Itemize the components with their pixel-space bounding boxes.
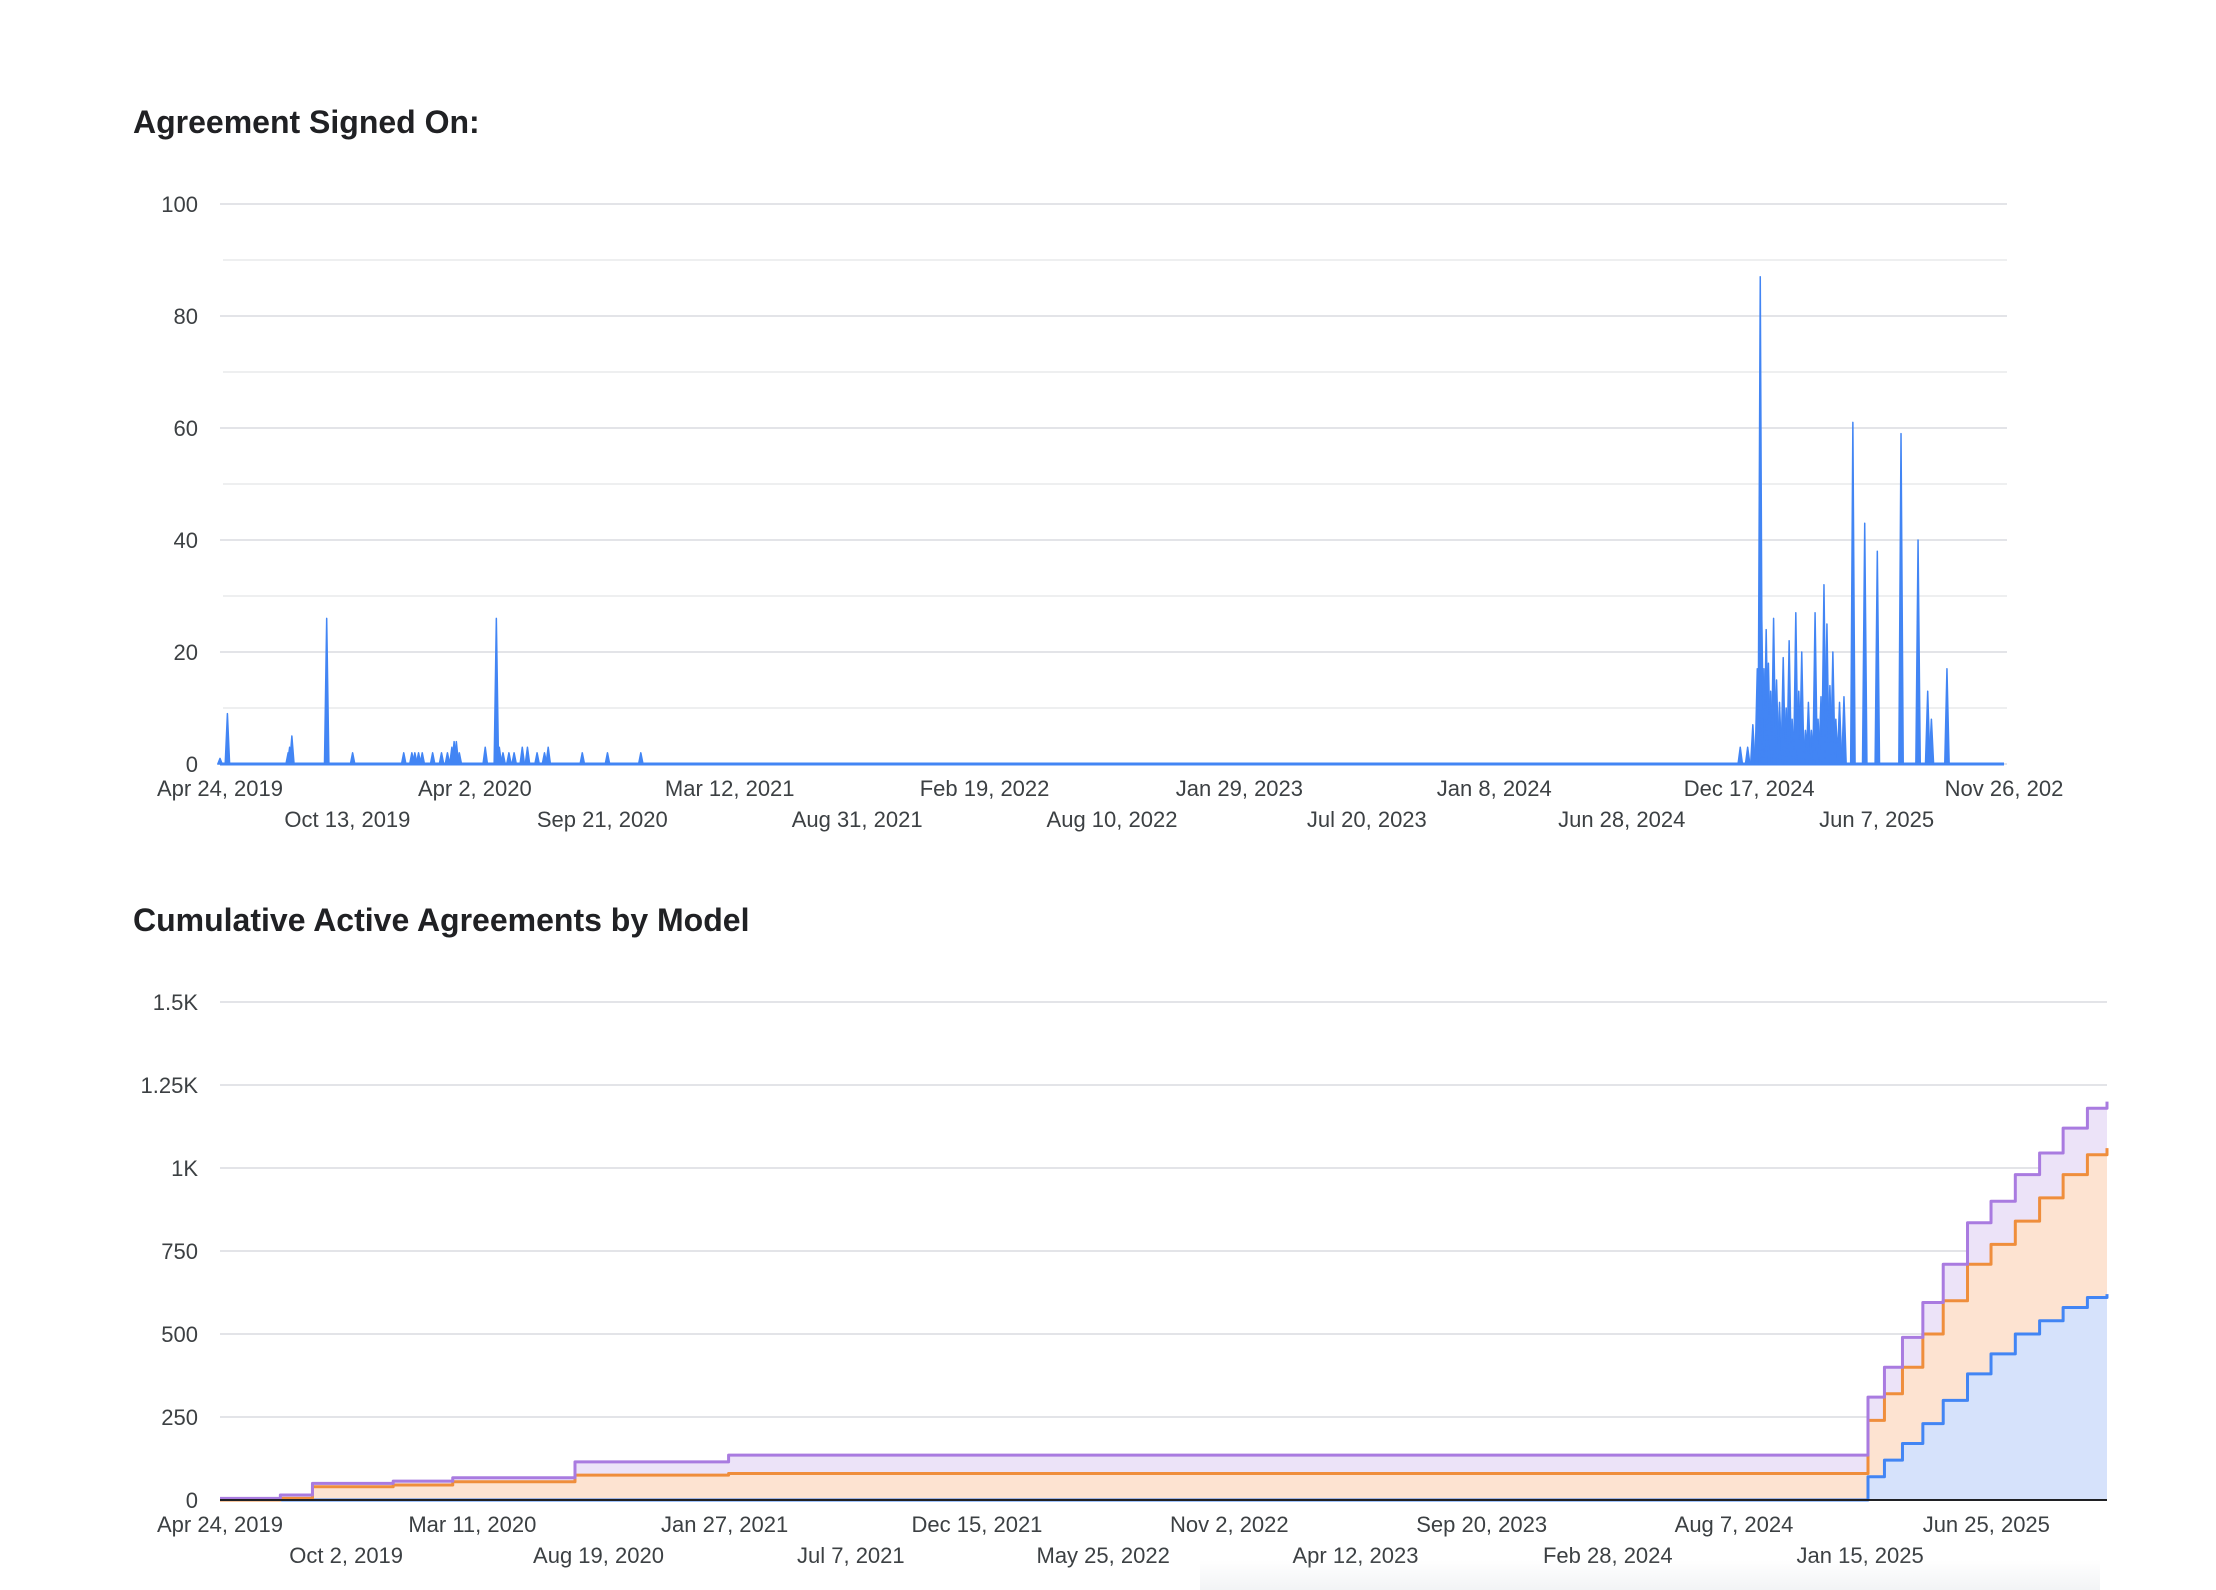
x-tick-label: Apr 2, 2020 — [418, 776, 532, 801]
data-spike — [496, 746, 503, 765]
data-spike — [511, 752, 518, 765]
y-tick-label: 500 — [161, 1322, 198, 1347]
x-tick-label: Nov 2, 2022 — [1170, 1512, 1289, 1537]
data-spike — [217, 757, 223, 765]
bottom-shadow — [1200, 1560, 2100, 1590]
x-tick-label: Jul 20, 2023 — [1307, 807, 1427, 832]
x-tick-label: May 25, 2022 — [1037, 1543, 1170, 1568]
data-spike — [1792, 612, 1799, 765]
x-tick-label: Nov 26, 202 — [1945, 776, 2064, 801]
data-spike — [500, 752, 506, 765]
series-line-2 — [220, 1101, 2109, 1500]
x-tick-label: Jun 25, 2025 — [1923, 1512, 2050, 1537]
x-tick-label: Jan 29, 2023 — [1176, 776, 1303, 801]
data-spike — [1841, 696, 1847, 765]
x-tick-label: Jun 28, 2024 — [1558, 807, 1685, 832]
x-tick-label: Apr 24, 2019 — [157, 776, 283, 801]
x-tick-label: Aug 31, 2021 — [792, 807, 923, 832]
data-spike — [1861, 522, 1868, 765]
y-tick-label: 250 — [161, 1405, 198, 1430]
data-spike — [1928, 718, 1935, 765]
x-tick-label: Aug 19, 2020 — [533, 1543, 664, 1568]
data-spike — [505, 752, 512, 765]
data-spike — [429, 752, 436, 765]
data-spike — [604, 752, 611, 765]
series-area-fill-1 — [220, 1148, 2107, 1500]
y-tick-label: 20 — [174, 640, 198, 665]
x-tick-label: Feb 19, 2022 — [920, 776, 1050, 801]
data-spike — [637, 752, 644, 765]
x-tick-label: Aug 10, 2022 — [1047, 807, 1178, 832]
data-spike — [1874, 550, 1881, 765]
x-tick-label: Jan 8, 2024 — [1437, 776, 1552, 801]
chart-title-agreements-signed: Agreement Signed On: — [133, 104, 480, 140]
data-spike — [400, 752, 407, 765]
data-spike — [444, 752, 451, 765]
x-tick-label: Dec 17, 2024 — [1684, 776, 1815, 801]
y-tick-label: 1.25K — [141, 1073, 199, 1098]
x-tick-label: Jul 7, 2021 — [797, 1543, 905, 1568]
y-tick-label: 0 — [186, 752, 198, 777]
x-tick-label: Aug 7, 2024 — [1675, 1512, 1794, 1537]
chart-title-cumulative-agreements: Cumulative Active Agreements by Model — [133, 902, 750, 938]
data-spike — [419, 752, 426, 765]
x-tick-label: Oct 2, 2019 — [289, 1543, 403, 1568]
data-spike — [1829, 651, 1836, 765]
data-spike — [1812, 612, 1819, 765]
y-tick-label: 40 — [174, 528, 198, 553]
data-spike — [456, 752, 463, 765]
data-spike — [534, 752, 541, 765]
data-spike — [519, 746, 526, 765]
data-spike — [349, 752, 356, 765]
series-area-fill-2 — [220, 1101, 2107, 1500]
data-spike — [545, 746, 552, 765]
data-spike — [1798, 651, 1805, 765]
data-spike — [1924, 690, 1931, 765]
series-line-1 — [220, 1148, 2109, 1502]
x-tick-label: Mar 11, 2020 — [408, 1512, 536, 1537]
x-tick-label: Jun 7, 2025 — [1819, 807, 1934, 832]
series-area-fill-0 — [220, 1294, 2107, 1500]
y-tick-label: 100 — [161, 192, 198, 217]
data-spike — [493, 617, 500, 765]
data-spike — [1898, 432, 1904, 765]
data-spike — [323, 617, 330, 765]
data-spike — [541, 752, 548, 765]
data-spike — [1744, 746, 1751, 765]
y-tick-label: 60 — [174, 416, 198, 441]
agreements-signed-chart: 0 20 40 60 80 100 Apr 24, 2019 Apr 2, 2020 Mar 1… — [157, 192, 2064, 832]
y-tick-label: 1.5K — [153, 990, 199, 1015]
x-tick-label: Mar 12, 2021 — [665, 776, 795, 801]
data-spike — [411, 752, 418, 765]
data-spike — [524, 746, 531, 765]
data-spike — [288, 735, 295, 765]
data-spike — [224, 712, 231, 765]
y-tick-label: 1K — [171, 1156, 198, 1181]
x-tick-label: Sep 20, 2023 — [1416, 1512, 1547, 1537]
data-spike — [415, 752, 422, 765]
data-spike — [1836, 701, 1843, 765]
data-spike — [1915, 539, 1922, 765]
data-spike — [1737, 746, 1744, 765]
data-spike — [482, 746, 489, 765]
data-spike — [1849, 421, 1856, 765]
data-spike — [438, 752, 445, 765]
x-tick-label: Dec 15, 2021 — [912, 1512, 1043, 1537]
x-tick-label: Jan 27, 2021 — [661, 1512, 788, 1537]
x-tick-label: Apr 24, 2019 — [157, 1512, 283, 1537]
x-tick-label: Sep 21, 2020 — [537, 807, 668, 832]
y-tick-label: 750 — [161, 1239, 198, 1264]
data-spike — [579, 752, 586, 765]
data-spike — [1749, 724, 1756, 765]
data-spike — [1832, 718, 1839, 765]
x-tick-label: Oct 13, 2019 — [284, 807, 410, 832]
y-tick-label: 0 — [186, 1488, 198, 1513]
data-spike — [1786, 640, 1793, 765]
data-spike — [1944, 668, 1950, 765]
y-tick-label: 80 — [174, 304, 198, 329]
